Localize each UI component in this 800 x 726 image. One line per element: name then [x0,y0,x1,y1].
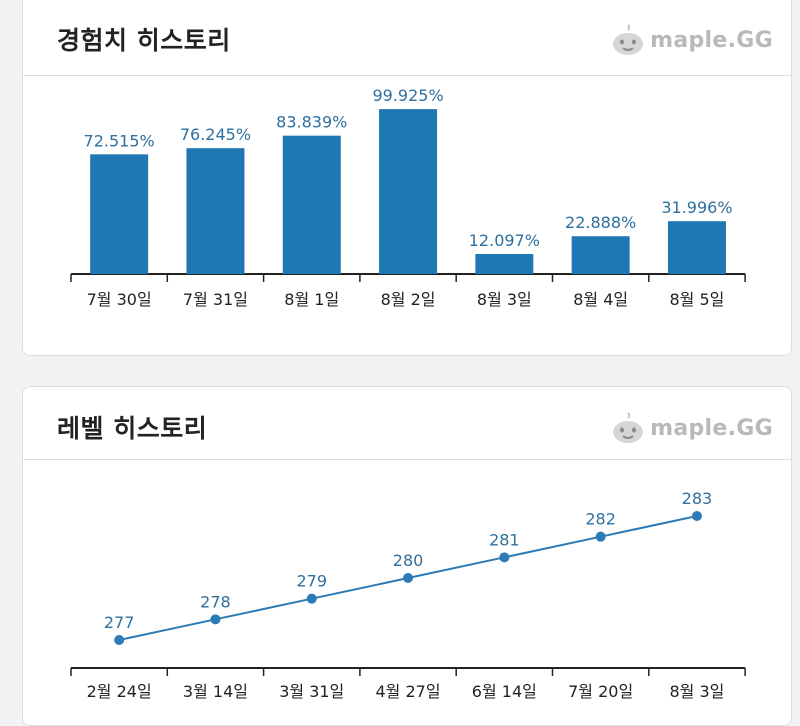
data-label: 76.245% [180,125,251,144]
level-line-chart: 277 278 279 280 281 282 283 2월 24일 3월 14일 3월 31일 4… [70,489,746,701]
exp-bar-chart: 72.515% 76.245% 83.839% 99.925% 12.097% 22.88… [70,86,746,309]
data-point [210,614,221,625]
data-label: 280 [393,551,424,570]
data-label: 12.097% [469,231,540,250]
data-label: 282 [585,510,616,529]
exp-history-card: 경험치 히스토리 maple.GG 72.515% 76.245% 83.839% 9… [22,0,792,356]
bar [186,148,245,274]
x-tick-label: 4월 27일 [376,682,441,701]
data-point [691,511,702,521]
data-label: 22.888% [565,213,636,232]
bar [90,154,149,274]
bar [282,135,341,274]
x-tick-label: 8월 3일 [477,290,532,309]
x-tick-label: 3월 14일 [183,682,248,701]
x-tick-label: 8월 2일 [381,290,436,309]
brand-logo: maple.GG [610,23,773,57]
level-history-title: 레벨 히스토리 [57,414,208,443]
slime-mascot-icon [613,24,644,55]
level-history-header: 레벨 히스토리 maple.GG [23,387,791,460]
data-label: 99.925% [372,86,443,105]
data-label: 72.515% [84,131,155,150]
slime-mascot-icon [613,412,644,443]
x-tick-label: 7월 30일 [87,290,152,309]
brand-logo: maple.GG [610,411,773,445]
brand-name: maple.GG [650,415,773,441]
bar [379,109,438,274]
x-tick-label: 8월 5일 [670,290,725,309]
x-tick-label: 3월 31일 [279,682,344,701]
data-label: 278 [200,592,231,611]
data-label: 277 [104,613,135,632]
bar [571,236,630,274]
exp-history-title: 경험치 히스토리 [57,26,231,55]
data-label: 279 [296,572,327,591]
level-history-card: 레벨 히스토리 maple.GG 277 278 279 280 281 282 283 2월… [22,386,792,726]
x-tick-label: 7월 31일 [183,290,248,309]
exp-history-header: 경험치 히스토리 maple.GG [23,0,791,76]
data-point [595,531,606,542]
bar [475,254,534,274]
data-point [499,552,510,563]
data-label: 31.996% [661,198,732,217]
bar [667,221,726,274]
data-label: 283 [682,489,713,508]
data-point [114,635,125,645]
data-point [306,593,317,604]
brand-name: maple.GG [650,27,773,53]
x-tick-label: 7월 20일 [568,682,633,701]
x-tick-label: 8월 4일 [573,290,628,309]
x-tick-label: 8월 1일 [284,290,339,309]
x-tick-label: 6월 14일 [472,682,537,701]
data-point [403,573,414,583]
x-tick-label: 8월 3일 [670,682,725,701]
data-label: 281 [489,530,520,549]
data-label: 83.839% [276,113,347,132]
x-tick-label: 2월 24일 [87,682,152,701]
